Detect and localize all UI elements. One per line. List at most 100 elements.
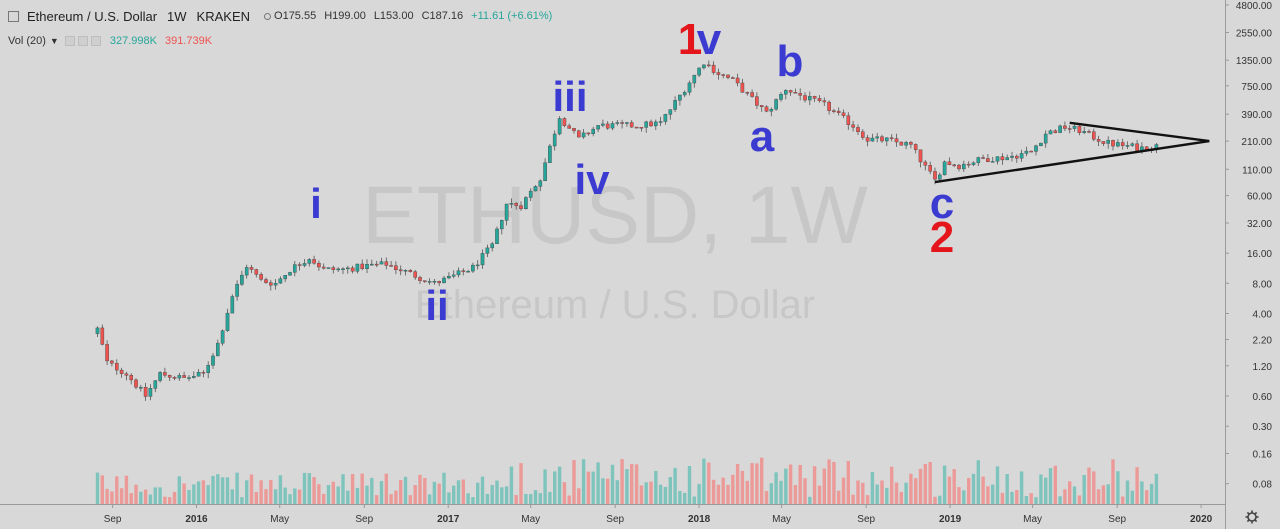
candle-up (904, 142, 908, 146)
collapse-icon[interactable] (8, 10, 19, 22)
volume-bar (1096, 489, 1101, 504)
volume-bar (240, 497, 244, 504)
candle-up (668, 109, 673, 115)
candle-up (504, 203, 509, 221)
x-tick-label: 2016 (185, 514, 208, 525)
volume-bar (432, 481, 437, 504)
visibility-icon[interactable] (64, 36, 75, 46)
candle-up (995, 156, 1000, 162)
volume-bar (100, 475, 104, 504)
candle-down (384, 261, 389, 266)
candle-up (533, 186, 538, 192)
candle-down (952, 164, 956, 167)
more-icon[interactable] (90, 36, 101, 46)
candle-down (764, 106, 769, 112)
volume-bar (1044, 477, 1048, 504)
candle-down (894, 138, 899, 143)
status-dot-icon (264, 12, 272, 20)
volume-bar (1010, 491, 1014, 504)
x-tick-label: Sep (857, 514, 875, 525)
volume-bar (1092, 471, 1096, 504)
candle-up (971, 162, 976, 165)
candle-up (774, 99, 778, 110)
candle-up (1058, 125, 1062, 133)
candle-down (947, 161, 952, 165)
volume-bar (370, 477, 374, 504)
y-tick-label: 16.00 (1247, 249, 1272, 260)
volume-bar (620, 459, 624, 504)
gear-icon[interactable] (1245, 510, 1259, 524)
volume-bar (904, 482, 908, 504)
volume-bar (119, 488, 124, 504)
gear-icon-tooth (1246, 511, 1250, 515)
candle-up (610, 123, 615, 129)
candle-down (889, 137, 894, 140)
volume-bar (129, 493, 133, 504)
volume-bar (702, 458, 706, 504)
candle-down (1096, 139, 1101, 142)
y-tick-label: 0.60 (1253, 392, 1273, 403)
volume-bar (245, 480, 249, 504)
volume-bar (1034, 497, 1038, 504)
candle-down (1000, 156, 1005, 161)
close-value: C187.16 (421, 10, 464, 22)
interval-label[interactable]: 1W (167, 8, 187, 24)
volume-bar (995, 466, 1000, 504)
candle-down (798, 92, 802, 96)
x-tick-label: 2017 (437, 514, 460, 525)
volume-bar (572, 460, 576, 504)
volume-bar (163, 496, 167, 504)
candle-down (861, 131, 865, 138)
chevron-down-icon[interactable]: ▼ (49, 36, 59, 46)
candle-down (649, 121, 653, 127)
candle-up (293, 264, 297, 273)
candle-up (552, 133, 557, 147)
candle-down (1087, 131, 1091, 133)
volume-bar (687, 466, 692, 504)
candle-up (240, 274, 244, 285)
volume-bar (139, 491, 143, 504)
candle-down (986, 158, 990, 162)
candle-up (1010, 155, 1014, 158)
settings-icon[interactable] (77, 36, 88, 46)
candle-up (307, 259, 312, 264)
x-tick-label: 2020 (1190, 514, 1213, 525)
candle-up (95, 327, 100, 334)
volume-bar (365, 485, 369, 504)
volume-bar (601, 478, 605, 504)
candle-up (495, 228, 499, 244)
volume-bar (124, 475, 129, 504)
candle-down (134, 379, 138, 388)
candle-down (620, 122, 624, 124)
volume-bar (307, 473, 311, 504)
volume-bar (461, 479, 465, 504)
volume-bar (976, 460, 980, 504)
volume-bar (1087, 467, 1091, 504)
volume-bar (350, 474, 355, 504)
low-value: L153.00 (373, 10, 414, 22)
volume-bar (509, 466, 514, 504)
candle-up (326, 267, 331, 269)
candle-down (264, 279, 268, 283)
candle-up (990, 161, 995, 163)
y-tick-label: 60.00 (1247, 192, 1272, 203)
symbol-title[interactable]: Ethereum / U.S. Dollar (27, 8, 158, 24)
candle-down (711, 64, 716, 73)
y-tick-label: 1350.00 (1236, 56, 1273, 67)
volume-bar (442, 472, 446, 504)
candle-up (538, 180, 543, 187)
candle-up (875, 136, 879, 139)
candle-down (172, 377, 177, 379)
volume-bar (735, 464, 740, 504)
volume-bar (1130, 490, 1134, 504)
volume-bar (293, 488, 297, 504)
candle-up (346, 267, 350, 270)
volume-bar (1072, 486, 1077, 504)
candle-down (827, 101, 831, 111)
volume-bar (1121, 496, 1125, 504)
volume-bar (938, 495, 942, 504)
volume-bar (673, 467, 677, 504)
volume-label[interactable]: Vol (20) (8, 35, 46, 47)
candle-down (639, 126, 644, 129)
